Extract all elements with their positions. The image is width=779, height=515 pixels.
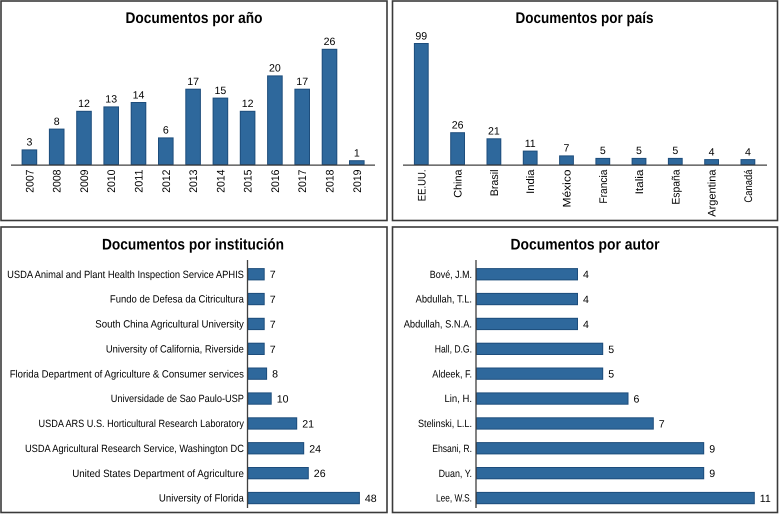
svg-text:2007: 2007	[24, 170, 36, 193]
svg-text:2008: 2008	[52, 170, 64, 193]
svg-text:2013: 2013	[188, 170, 200, 193]
svg-text:University of Florida: University of Florida	[159, 493, 244, 505]
svg-text:2018: 2018	[325, 170, 337, 193]
svg-text:26: 26	[314, 468, 326, 480]
svg-text:21: 21	[488, 126, 500, 138]
svg-text:6: 6	[634, 394, 640, 406]
svg-text:15: 15	[215, 85, 227, 97]
svg-text:9: 9	[709, 443, 715, 455]
svg-text:8: 8	[54, 116, 60, 128]
svg-text:5: 5	[672, 145, 678, 157]
svg-text:Lee, W.S.: Lee, W.S.	[436, 493, 472, 505]
svg-text:España: España	[670, 169, 682, 205]
svg-text:Fundo de Defesa da Citricultur: Fundo de Defesa da Citricultura	[110, 294, 244, 306]
svg-text:4: 4	[583, 294, 589, 306]
svg-text:21: 21	[302, 418, 314, 430]
svg-text:Brasil: Brasil	[489, 170, 501, 197]
svg-text:10: 10	[277, 394, 289, 406]
svg-text:Abdullah, T.L.: Abdullah, T.L.	[416, 294, 472, 306]
svg-text:3: 3	[26, 137, 32, 149]
svg-text:12: 12	[242, 98, 254, 110]
svg-text:EE.UU.: EE.UU.	[416, 170, 428, 202]
svg-text:4: 4	[745, 146, 751, 158]
svg-text:Documentos por institución: Documentos por institución	[102, 237, 284, 254]
svg-text:2010: 2010	[106, 170, 118, 193]
svg-text:17: 17	[187, 76, 199, 88]
svg-text:11: 11	[760, 493, 771, 505]
svg-text:24: 24	[309, 443, 321, 455]
svg-text:2016: 2016	[270, 170, 282, 193]
svg-text:Abdullah, S.N.A.: Abdullah, S.N.A.	[404, 319, 472, 331]
svg-text:México: México	[562, 170, 574, 208]
svg-text:5: 5	[608, 369, 614, 381]
svg-text:14: 14	[133, 89, 145, 101]
svg-text:17: 17	[296, 76, 308, 88]
svg-text:Hall, D.G.: Hall, D.G.	[435, 343, 472, 355]
svg-text:Florida Department of Agricult: Florida Department of Agriculture & Cons…	[10, 368, 244, 380]
svg-text:8: 8	[272, 369, 278, 381]
svg-text:India: India	[525, 169, 537, 194]
svg-text:7: 7	[270, 294, 276, 306]
svg-text:Bové, J.M.: Bové, J.M.	[430, 269, 472, 281]
svg-text:Lin, H.: Lin, H.	[445, 393, 473, 405]
svg-text:9: 9	[709, 468, 715, 480]
svg-text:2011: 2011	[134, 170, 146, 193]
svg-text:2019: 2019	[352, 170, 364, 193]
svg-text:2015: 2015	[243, 169, 255, 192]
svg-text:5: 5	[636, 145, 642, 157]
svg-text:USDA Agricultural Research Ser: USDA Agricultural Research Service, Wash…	[25, 443, 244, 455]
svg-text:7: 7	[270, 319, 276, 331]
svg-text:1: 1	[354, 148, 360, 160]
svg-text:USDA Animal and Plant Health I: USDA Animal and Plant Health Inspection …	[7, 269, 244, 281]
svg-text:2012: 2012	[161, 170, 173, 193]
svg-text:2014: 2014	[215, 170, 227, 193]
svg-text:11: 11	[525, 138, 536, 150]
svg-text:4: 4	[583, 269, 589, 281]
svg-text:2009: 2009	[79, 170, 91, 193]
svg-text:12: 12	[78, 98, 90, 110]
svg-text:Stelinski, L.L.: Stelinski, L.L.	[418, 418, 472, 430]
svg-text:13: 13	[105, 94, 117, 106]
svg-text:5: 5	[600, 145, 606, 157]
svg-text:48: 48	[365, 493, 377, 505]
svg-text:Duan, Y.: Duan, Y.	[439, 468, 472, 480]
svg-text:Universidade de Sao Paulo-USP: Universidade de Sao Paulo-USP	[111, 393, 244, 405]
svg-text:7: 7	[270, 269, 276, 281]
svg-text:6: 6	[163, 125, 169, 137]
svg-text:Argentina: Argentina	[707, 169, 719, 217]
svg-text:99: 99	[415, 30, 427, 42]
svg-text:Italia: Italia	[634, 169, 646, 195]
svg-text:26: 26	[452, 120, 464, 132]
svg-text:Canadá: Canadá	[743, 169, 755, 203]
svg-text:USDA ARS U.S. Horticultural Re: USDA ARS U.S. Horticultural Research Lab…	[39, 418, 245, 430]
svg-text:Ehsani, R.: Ehsani, R.	[432, 443, 472, 455]
svg-text:Documentos por país: Documentos por país	[516, 10, 654, 27]
svg-text:Aldeek, F.: Aldeek, F.	[432, 368, 472, 380]
svg-text:University of California, Rive: University of California, Riverside	[106, 343, 244, 355]
svg-text:4: 4	[709, 146, 715, 158]
svg-text:China: China	[453, 169, 465, 198]
svg-text:7: 7	[270, 344, 276, 356]
svg-text:2017: 2017	[297, 170, 309, 193]
svg-text:Documentos por año: Documentos por año	[126, 10, 263, 27]
svg-text:7: 7	[564, 143, 570, 155]
svg-text:Documentos por autor: Documentos por autor	[511, 237, 660, 254]
svg-text:26: 26	[324, 36, 336, 48]
svg-text:20: 20	[269, 63, 281, 75]
svg-text:7: 7	[659, 418, 665, 430]
svg-text:United States Department of Ag: United States Department of Agriculture	[72, 468, 244, 480]
svg-text:5: 5	[608, 344, 614, 356]
svg-text:Francia: Francia	[598, 169, 610, 204]
svg-text:4: 4	[583, 319, 589, 331]
svg-text:South China Agricultural Unive: South China Agricultural University	[95, 319, 244, 331]
